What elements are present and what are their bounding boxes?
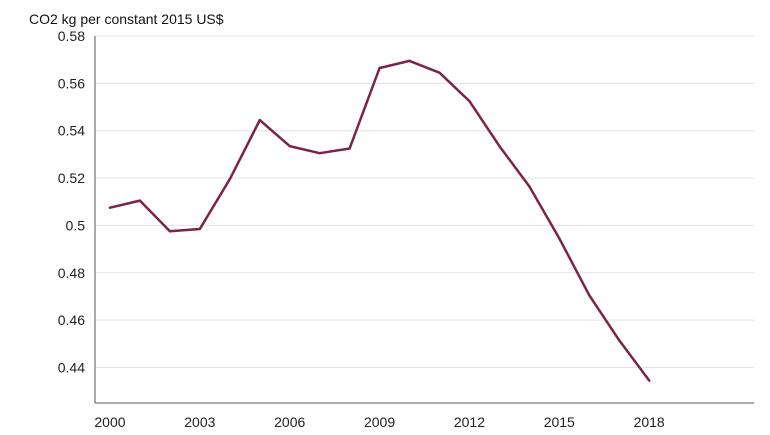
x-tick-label: 2015 xyxy=(544,414,575,430)
data-point xyxy=(258,118,261,122)
y-tick-label: 0.58 xyxy=(58,28,85,44)
x-tick-label: 2000 xyxy=(94,414,125,430)
data-point xyxy=(168,230,172,233)
data-point xyxy=(348,147,351,150)
y-tick-label: 0.46 xyxy=(58,312,85,328)
y-axis-title: CO2 kg per constant 2015 US$ xyxy=(29,11,224,27)
x-tick-label: 2006 xyxy=(274,414,305,430)
data-point xyxy=(318,152,321,155)
data-point xyxy=(408,59,411,63)
data-point xyxy=(618,339,621,342)
data-point xyxy=(108,206,112,209)
series-group xyxy=(108,59,651,382)
data-point xyxy=(288,144,291,148)
y-tick-label: 0.54 xyxy=(58,123,85,139)
data-point xyxy=(647,379,651,382)
x-tick-label: 2003 xyxy=(184,414,215,430)
x-tick-labels: 2000 2003 2006 2009 2012 2015 2018 xyxy=(94,414,665,430)
x-tick-label: 2009 xyxy=(364,414,395,430)
data-point xyxy=(378,66,381,70)
y-tick-label: 0.48 xyxy=(58,265,85,281)
data-point xyxy=(588,294,591,297)
data-point xyxy=(468,99,471,103)
data-point xyxy=(498,144,501,148)
grid-lines xyxy=(95,35,754,368)
y-tick-label: 0.52 xyxy=(58,170,85,186)
data-point xyxy=(228,178,231,181)
y-tick-label: 0.56 xyxy=(58,75,85,91)
data-point xyxy=(558,237,561,240)
y-tick-label: 0.5 xyxy=(66,217,86,233)
series-line xyxy=(108,59,651,382)
data-point xyxy=(438,71,441,74)
x-tick-label: 2012 xyxy=(454,414,485,430)
x-tick-label: 2018 xyxy=(634,414,665,430)
data-point xyxy=(198,227,202,231)
y-tick-labels: 0.44 0.46 0.48 0.5 0.52 0.54 0.56 0.58 xyxy=(58,28,85,375)
data-point xyxy=(528,185,531,188)
y-tick-label: 0.44 xyxy=(58,359,85,375)
data-point xyxy=(138,199,142,202)
